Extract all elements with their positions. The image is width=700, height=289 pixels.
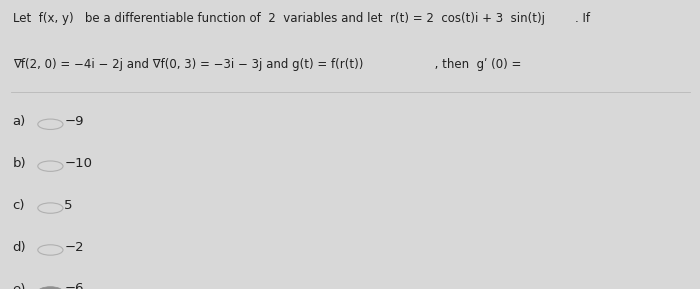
Text: a): a) bbox=[13, 115, 26, 128]
Text: 5: 5 bbox=[64, 199, 73, 212]
Text: −6: −6 bbox=[64, 283, 84, 289]
Text: c): c) bbox=[13, 199, 25, 212]
Text: −2: −2 bbox=[64, 241, 84, 253]
Text: b): b) bbox=[13, 157, 26, 170]
Text: e): e) bbox=[13, 283, 26, 289]
Circle shape bbox=[38, 287, 63, 289]
Text: Let  f(x, y)   be a differentiable function of  2  variables and let  r(t) = 2  : Let f(x, y) be a differentiable function… bbox=[13, 12, 589, 25]
Text: −10: −10 bbox=[64, 157, 92, 170]
Text: −9: −9 bbox=[64, 115, 84, 128]
Text: d): d) bbox=[13, 241, 26, 253]
Text: ∇f(2, 0) = −4i − 2j and ∇f(0, 3) = −3i − 3j and g(t) = f(r(t))                  : ∇f(2, 0) = −4i − 2j and ∇f(0, 3) = −3i −… bbox=[13, 58, 521, 71]
